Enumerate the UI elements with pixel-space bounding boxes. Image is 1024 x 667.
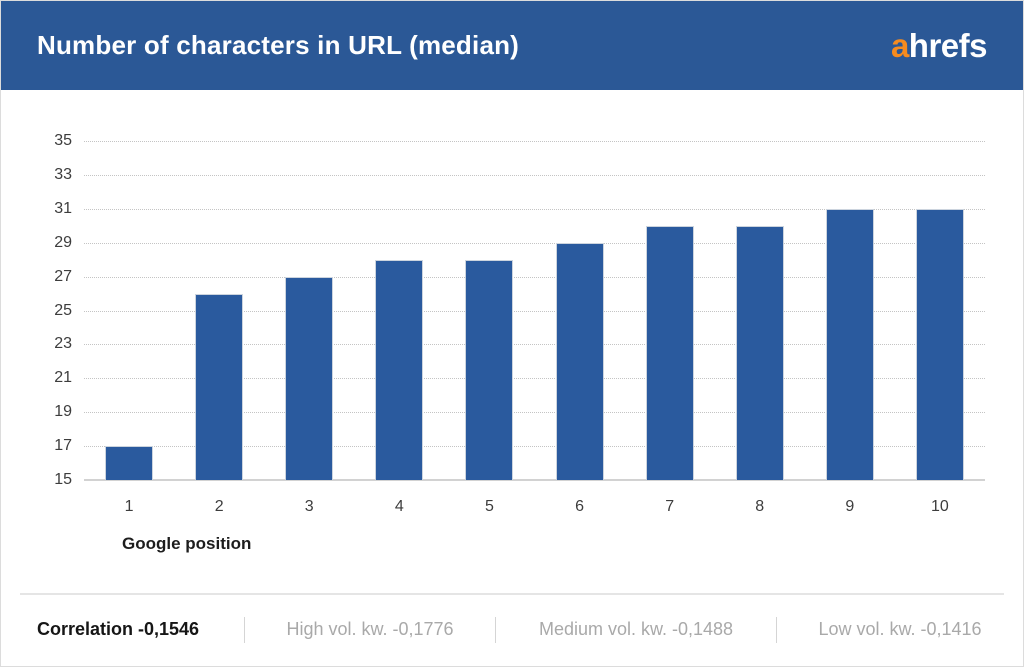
y-tick-label: 29 (54, 233, 72, 251)
x-tick-label: 8 (755, 498, 765, 515)
correlation-high-volume: High vol. kw. -0,1776 (286, 619, 454, 639)
header: Number of characters in URL (median) ahr… (1, 1, 1023, 90)
y-tick-label: 35 (54, 132, 72, 149)
correlation-low-volume: Low vol. kw. -0,1416 (818, 619, 982, 639)
x-tick-label: 7 (665, 498, 675, 515)
gridline (84, 174, 985, 176)
ahrefs-logo: ahrefs (890, 27, 988, 64)
logo-letter-a: a (890, 27, 909, 64)
y-tick-label: 21 (54, 369, 72, 387)
gridline (84, 344, 985, 346)
bar-chart: Google position 35 33 31 29 27 25 23 21 19 17 15 1 2… (1, 90, 1023, 593)
page-title: Number of characters in URL (median) (37, 30, 520, 60)
x-tick-label: 5 (484, 498, 494, 515)
x-tick-label: 3 (304, 498, 314, 515)
gridline (84, 412, 985, 414)
y-tick-label: 19 (54, 403, 72, 421)
footer: Correlation -0,1546 High vol. kw. -0,177… (1, 593, 1023, 666)
y-tick-label: 33 (54, 165, 72, 183)
gridline (84, 276, 985, 278)
bar-position-2 (195, 293, 244, 480)
footer-separator-2 (495, 616, 496, 643)
gridline (84, 446, 985, 448)
gridline (84, 310, 985, 312)
bar-position-4 (375, 259, 424, 480)
y-tick-label: 31 (54, 199, 72, 217)
x-tick-label: 9 (845, 498, 855, 515)
correlation-overall: Correlation -0,1546 (37, 619, 200, 639)
gridline (84, 378, 985, 380)
footer-divider-line (20, 593, 1004, 595)
logo-rest: hrefs (908, 27, 988, 64)
x-tick-label: 1 (124, 498, 134, 515)
bar-position-9 (825, 208, 874, 480)
x-tick-label: 10 (931, 498, 949, 515)
bar-position-10 (915, 208, 964, 480)
bar-position-7 (645, 225, 694, 480)
correlation-medium-volume: Medium vol. kw. -0,1488 (538, 619, 734, 639)
x-axis-title: Google position (122, 534, 252, 553)
y-tick-label: 23 (54, 335, 72, 353)
bar-position-5 (465, 259, 514, 480)
bar-position-3 (285, 276, 334, 480)
x-tick-label: 6 (575, 498, 584, 515)
x-tick-label: 2 (214, 498, 224, 515)
x-axis-baseline (84, 479, 985, 481)
x-tick-label: 4 (394, 498, 404, 515)
gridline (84, 141, 985, 142)
y-tick-label: 25 (54, 301, 72, 319)
gridline (84, 208, 985, 210)
footer-separator-3 (776, 616, 777, 643)
y-tick-label: 27 (54, 267, 72, 285)
bar-position-8 (735, 225, 784, 480)
gridline (84, 242, 985, 244)
bar-position-6 (555, 242, 604, 480)
footer-separator-1 (244, 616, 245, 643)
y-tick-label: 17 (54, 437, 72, 455)
y-tick-label: 15 (54, 471, 72, 488)
bar-position-1 (105, 446, 154, 480)
